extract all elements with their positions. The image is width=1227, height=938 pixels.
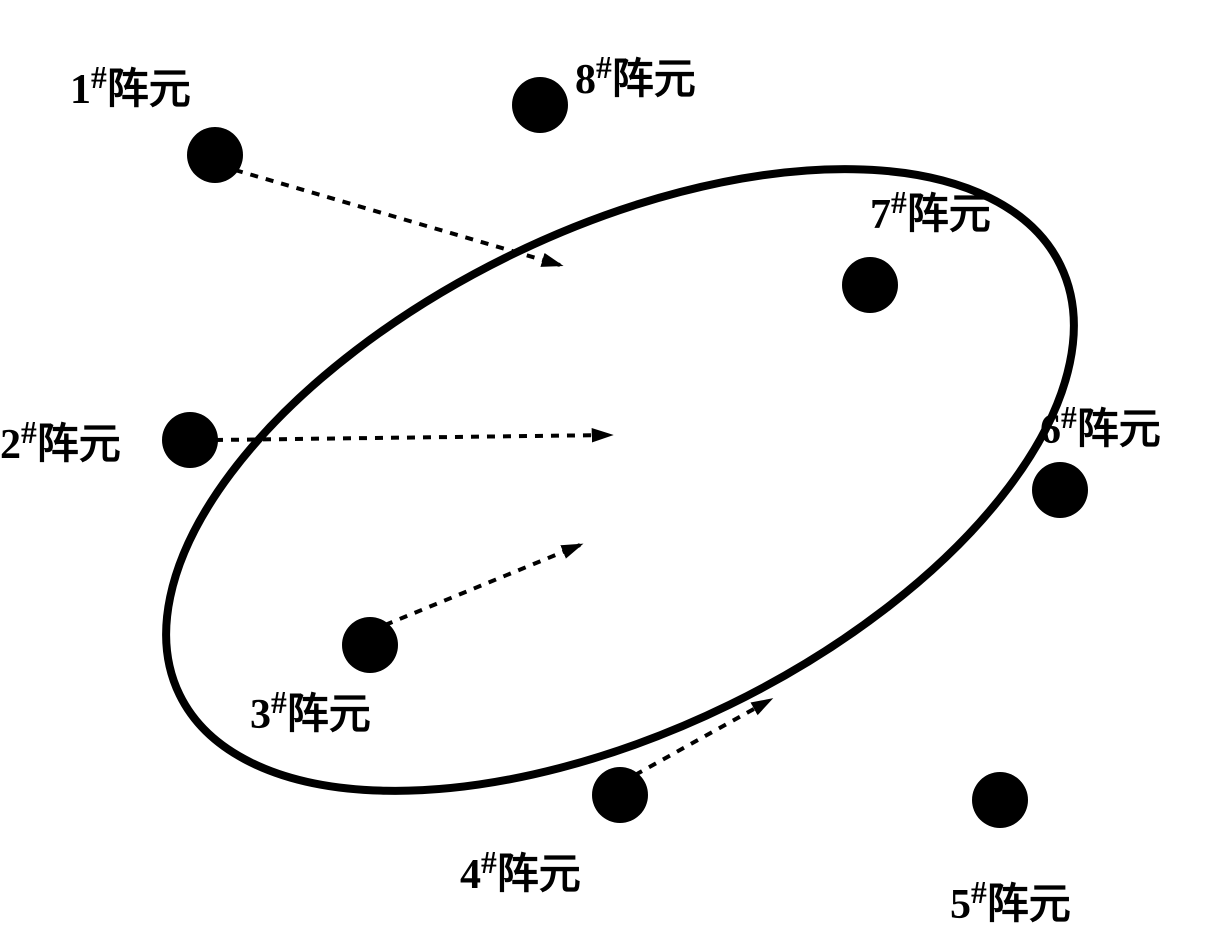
node-5 (972, 772, 1028, 828)
hash-icon: # (971, 875, 987, 910)
node-6 (1032, 462, 1088, 518)
label-suffix: 阵元 (1077, 407, 1161, 453)
node-label-2: 2#阵元 (0, 410, 121, 471)
diagram-container: 1#阵元2#阵元3#阵元4#阵元5#阵元6#阵元7#阵元8#阵元 (0, 0, 1227, 938)
node-label-7: 7#阵元 (870, 180, 991, 241)
label-suffix: 阵元 (907, 192, 991, 238)
node-label-4: 4#阵元 (460, 840, 581, 901)
arrow-2 (215, 435, 610, 440)
node-2 (162, 412, 218, 468)
label-suffix: 阵元 (287, 692, 371, 738)
diagram-svg (0, 0, 1227, 938)
node-label-5: 5#阵元 (950, 870, 1071, 931)
hash-icon: # (21, 415, 37, 450)
label-number: 1 (70, 67, 91, 113)
label-suffix: 阵元 (37, 422, 121, 468)
node-3 (342, 617, 398, 673)
label-number: 4 (460, 852, 481, 898)
node-4 (592, 767, 648, 823)
label-number: 2 (0, 422, 21, 468)
hash-icon: # (891, 185, 907, 220)
label-suffix: 阵元 (107, 67, 191, 113)
label-number: 7 (870, 192, 891, 238)
label-number: 8 (575, 57, 596, 103)
label-suffix: 阵元 (497, 852, 581, 898)
hash-icon: # (271, 685, 287, 720)
hash-icon: # (91, 60, 107, 95)
label-number: 6 (1040, 407, 1061, 453)
node-label-3: 3#阵元 (250, 680, 371, 741)
node-label-8: 8#阵元 (575, 45, 696, 106)
label-suffix: 阵元 (987, 882, 1071, 928)
node-label-6: 6#阵元 (1040, 395, 1161, 456)
node-8 (512, 77, 568, 133)
node-1 (187, 127, 243, 183)
label-number: 3 (250, 692, 271, 738)
arrow-3 (385, 545, 580, 625)
node-label-1: 1#阵元 (70, 55, 191, 116)
hash-icon: # (1061, 400, 1077, 435)
node-7 (842, 257, 898, 313)
hash-icon: # (481, 845, 497, 880)
label-number: 5 (950, 882, 971, 928)
hash-icon: # (596, 50, 612, 85)
label-suffix: 阵元 (612, 57, 696, 103)
